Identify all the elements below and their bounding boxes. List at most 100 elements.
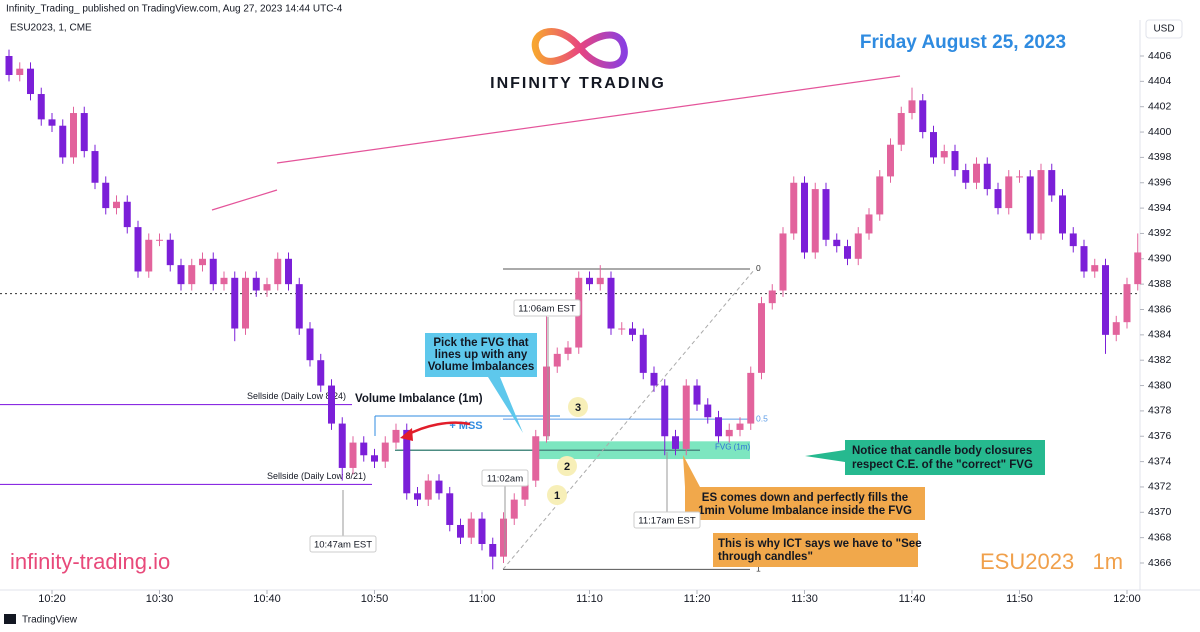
candle-body: [596, 277, 604, 285]
fvg-label: FVG (1m): [715, 442, 750, 451]
step-label: 2: [564, 461, 570, 473]
callout-text: This is why ICT says we have to "See: [718, 538, 922, 550]
candle-body: [16, 68, 24, 76]
candle-body: [973, 163, 980, 183]
y-tick-label: 4392: [1148, 227, 1172, 239]
candle-body: [629, 328, 636, 335]
candle-body: [1102, 265, 1109, 335]
candle-body: [758, 303, 765, 373]
volume-imbalance-label: Volume Imbalance (1m): [355, 393, 483, 405]
time-label: 11:02am: [487, 474, 523, 485]
candle-body: [1037, 170, 1045, 234]
candle-body: [930, 132, 937, 158]
candle-body: [801, 182, 808, 253]
y-tick-label: 4406: [1148, 50, 1172, 62]
annotations: Pick the FVG that lines up with any Volu…: [309, 299, 1045, 567]
candle-body: [951, 151, 959, 171]
candle-body: [478, 518, 486, 544]
candle-body: [231, 277, 239, 329]
fib-label: 1: [756, 564, 761, 574]
logo-mark: [531, 28, 628, 69]
candle-body: [156, 239, 163, 241]
watermark-left: infinity-trading.io: [10, 549, 170, 574]
candle-body: [424, 480, 432, 500]
candle-body: [650, 372, 658, 386]
candle-body: [779, 233, 787, 291]
candle-body: [1048, 170, 1056, 196]
candle-body: [940, 151, 948, 158]
callout-box: [805, 440, 1045, 475]
x-tick-label: 10:20: [38, 593, 66, 605]
callout-text: ES comes down and perfectly fills the: [702, 492, 908, 504]
candle-body: [618, 328, 626, 330]
candle-body: [446, 493, 454, 525]
candle-body: [177, 265, 185, 285]
y-tick-label: 4388: [1148, 278, 1172, 290]
candle-body: [607, 277, 615, 329]
y-tick-label: 4386: [1148, 303, 1172, 315]
header: Infinity_Trading_ published on TradingVi…: [6, 4, 343, 15]
candle-body: [994, 189, 1002, 209]
title: Friday August 25, 2023: [860, 32, 1066, 53]
candle-body: [145, 239, 153, 272]
candle-body: [962, 170, 970, 183]
candle-body: [70, 113, 77, 158]
y-tick-label: 4384: [1148, 329, 1172, 341]
candle-body: [844, 246, 851, 259]
candle-body: [1080, 246, 1088, 272]
candle-body: [1016, 176, 1023, 178]
candle-body: [682, 385, 690, 449]
candle-body: [661, 385, 669, 437]
time-box: [513, 299, 581, 317]
candle-body: [1026, 176, 1034, 234]
candle-body: [586, 277, 593, 285]
candle-body: [897, 113, 905, 145]
step-label: 1: [554, 490, 560, 502]
callout-box: [683, 455, 925, 520]
x-tick-label: 10:40: [253, 593, 281, 605]
watermark-right: ESU2023 1m: [980, 549, 1123, 574]
step-label: 3: [575, 402, 581, 414]
candle-body: [188, 265, 196, 285]
candle-body: [414, 493, 421, 500]
fib-label: 0.5: [756, 413, 768, 423]
callout-text: through candles": [718, 551, 813, 563]
candle-body: [983, 163, 991, 190]
candle-body: [715, 417, 722, 437]
step-badge: [557, 456, 577, 476]
footer-icon: [4, 614, 16, 624]
candle-body: [919, 100, 927, 133]
candle-body: [263, 284, 271, 291]
y-tick-label: 4394: [1148, 202, 1172, 214]
candle-body: [220, 277, 228, 285]
candle-body: [553, 353, 561, 367]
y-tick-label: 4370: [1148, 506, 1172, 518]
candle-body: [381, 442, 389, 462]
candle-body: [317, 360, 325, 386]
candle-body: [532, 436, 540, 481]
candle-body: [199, 258, 206, 266]
candle-body: [887, 144, 894, 177]
y-tick-label: 4374: [1148, 455, 1172, 467]
callout-text: respect C.E. of the "correct" FVG: [852, 459, 1033, 471]
candle-body: [274, 258, 282, 285]
candle-body: [349, 442, 357, 468]
candle-body: [80, 113, 88, 152]
candle-body: [435, 480, 443, 494]
trendline: [276, 75, 901, 164]
candle-body: [306, 328, 314, 361]
level-label: Sellside (Daily Low 8/21): [267, 471, 366, 481]
candle-body: [371, 455, 378, 462]
candle-body: [242, 277, 249, 329]
symbol: ESU2023, 1, CME: [10, 23, 92, 34]
candle-body: [564, 347, 572, 354]
candle-body: [166, 239, 174, 266]
callout-text: Volume Imbalances: [428, 361, 535, 373]
step-badge: [568, 397, 588, 417]
x-tick-label: 11:30: [791, 593, 818, 605]
candle-body: [338, 423, 346, 468]
candle-body: [747, 372, 755, 424]
callout-text: Notice that candle body closures: [852, 445, 1032, 457]
candle-body: [1134, 252, 1142, 285]
y-tick-label: 4376: [1148, 430, 1172, 442]
